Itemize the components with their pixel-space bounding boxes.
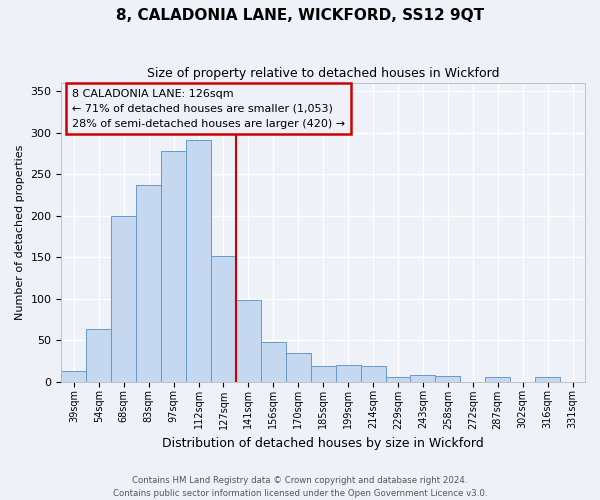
Text: Contains HM Land Registry data © Crown copyright and database right 2024.
Contai: Contains HM Land Registry data © Crown c…	[113, 476, 487, 498]
Bar	[286, 352, 311, 382]
Bar	[186, 140, 211, 382]
Bar	[485, 378, 510, 382]
Bar	[86, 330, 111, 382]
Bar	[236, 300, 261, 382]
Bar	[535, 378, 560, 382]
Bar	[261, 342, 286, 382]
Bar	[211, 256, 236, 382]
Text: 8 CALADONIA LANE: 126sqm
← 71% of detached houses are smaller (1,053)
28% of sem: 8 CALADONIA LANE: 126sqm ← 71% of detach…	[72, 89, 345, 128]
Bar	[111, 216, 136, 382]
Bar	[410, 375, 436, 382]
Bar	[386, 378, 410, 382]
Bar	[436, 376, 460, 382]
Bar	[136, 185, 161, 382]
Bar	[361, 366, 386, 382]
Bar	[161, 151, 186, 382]
Bar	[335, 365, 361, 382]
Text: 8, CALADONIA LANE, WICKFORD, SS12 9QT: 8, CALADONIA LANE, WICKFORD, SS12 9QT	[116, 8, 484, 22]
Bar	[311, 366, 335, 382]
Title: Size of property relative to detached houses in Wickford: Size of property relative to detached ho…	[147, 68, 499, 80]
X-axis label: Distribution of detached houses by size in Wickford: Distribution of detached houses by size …	[163, 437, 484, 450]
Y-axis label: Number of detached properties: Number of detached properties	[15, 144, 25, 320]
Bar	[61, 370, 86, 382]
